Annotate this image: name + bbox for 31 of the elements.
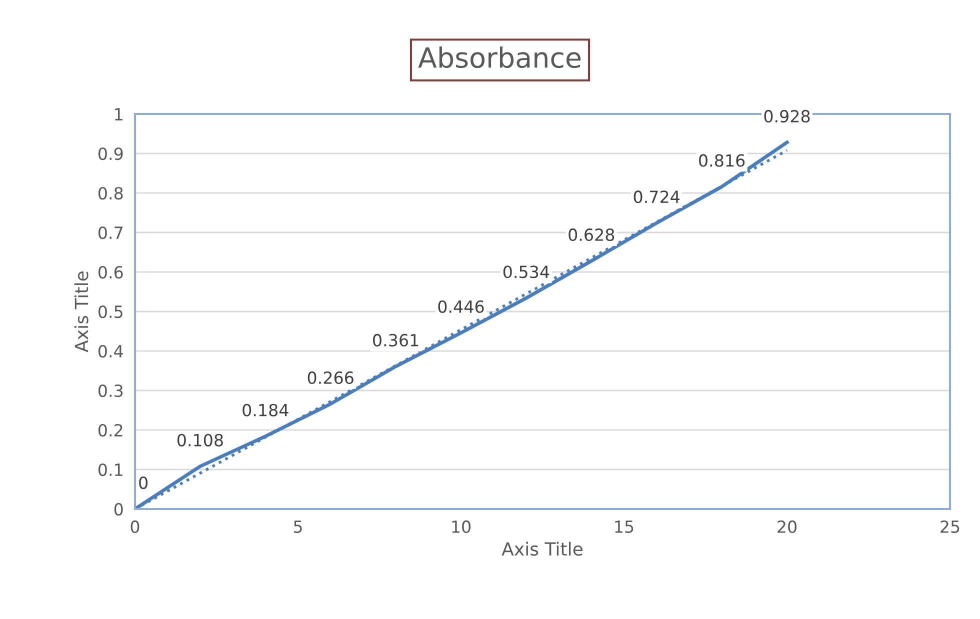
y-tick-label: 0.5: [98, 305, 122, 318]
y-tick-label: 0.2: [98, 424, 122, 437]
data-label: 0.928: [764, 110, 810, 123]
x-tick-label: 0: [130, 520, 140, 534]
chart-title: Absorbance: [418, 46, 581, 68]
y-tick-label: 0.7: [98, 226, 122, 240]
y-tick-label: 0.4: [98, 344, 123, 358]
y-tick-label: 1: [115, 108, 122, 120]
x-tick-label: 20: [778, 520, 796, 534]
y-axis-title: Axis Title: [74, 272, 88, 352]
data-label: 0: [139, 476, 148, 490]
data-label: 0.361: [373, 334, 418, 347]
data-label: 0.534: [503, 266, 550, 278]
y-tick-label: 0.9: [98, 147, 123, 160]
data-label: 0.266: [308, 371, 354, 384]
y-tick-label: 0.1: [98, 463, 122, 476]
y-tick-label: 0.8: [98, 186, 123, 200]
x-tick-label: 10: [452, 520, 470, 534]
x-axis-title: Axis Title: [502, 542, 582, 556]
data-label: 0.108: [177, 434, 223, 446]
data-label: 0.724: [634, 190, 680, 204]
x-tick-label: 25: [940, 520, 960, 534]
y-tick-label: 0.6: [98, 266, 123, 279]
x-tick-label: 5: [294, 520, 302, 534]
data-label: 0.628: [568, 228, 614, 242]
data-label: 0.446: [438, 300, 484, 313]
y-tick-label: 0: [114, 502, 123, 516]
data-label: 0.816: [699, 154, 745, 167]
data-label: 0.184: [242, 404, 288, 416]
x-tick-label: 15: [615, 520, 634, 534]
y-tick-label: 0.3: [98, 384, 123, 398]
